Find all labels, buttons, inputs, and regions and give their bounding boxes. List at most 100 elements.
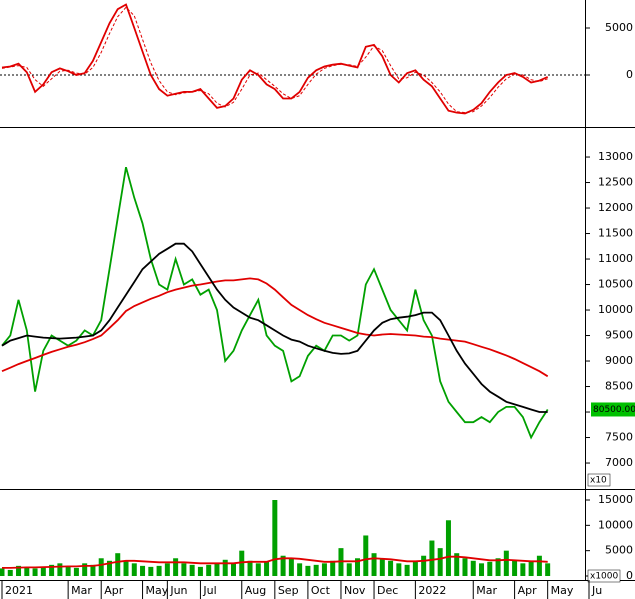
volume-bar bbox=[355, 558, 361, 576]
volume-bar bbox=[156, 565, 162, 576]
x-tick-label: Mar bbox=[71, 584, 92, 597]
volume-bar bbox=[7, 569, 13, 576]
volume-bar bbox=[321, 563, 327, 576]
volume-bar bbox=[429, 540, 435, 576]
volume-bar bbox=[247, 560, 253, 576]
last-price-label: 80500.00 bbox=[593, 405, 635, 415]
volume-bar bbox=[90, 564, 96, 576]
volume-bar bbox=[512, 560, 518, 576]
x-tick-label: May bbox=[551, 584, 574, 597]
volume-bar bbox=[305, 565, 311, 576]
volume-bar bbox=[189, 564, 195, 576]
volume-bar bbox=[346, 563, 352, 576]
y-tick-label: 9500 bbox=[605, 329, 633, 342]
x-tick-label: Apr bbox=[518, 584, 538, 597]
y-tick-label: 11000 bbox=[598, 252, 633, 265]
series-line bbox=[1, 242, 548, 413]
volume-bar bbox=[264, 561, 270, 576]
x-tick-label: 2021 bbox=[5, 584, 33, 597]
x-tick-label: Nov bbox=[344, 584, 366, 597]
volume-bar bbox=[230, 563, 236, 576]
volume-bar bbox=[479, 563, 485, 576]
y-tick-label: 5000 bbox=[605, 544, 633, 557]
y-tick-label: 13000 bbox=[598, 150, 633, 163]
volume-bar bbox=[280, 555, 286, 576]
scale-box bbox=[587, 473, 611, 487]
volume-bar bbox=[40, 566, 46, 576]
x-tick-label: Oct bbox=[311, 584, 331, 597]
volume-bar bbox=[24, 566, 30, 576]
volume-bar bbox=[73, 567, 79, 576]
y-tick-label: 7500 bbox=[605, 431, 633, 444]
volume-bar bbox=[495, 558, 501, 576]
volume-bar bbox=[239, 550, 245, 576]
y-tick-label: 8500 bbox=[605, 380, 633, 393]
y-tick-label: 10000 bbox=[598, 518, 633, 531]
series-line bbox=[2, 555, 548, 569]
volume-bar bbox=[65, 566, 71, 576]
volume-bar bbox=[520, 563, 526, 576]
volume-bar bbox=[536, 555, 542, 576]
y-tick-label: 0 bbox=[626, 68, 633, 81]
volume-bar bbox=[371, 553, 377, 576]
x-tick-label: Mar bbox=[476, 584, 497, 597]
volume-bar bbox=[545, 563, 551, 576]
x-tick-label: 2022 bbox=[418, 584, 446, 597]
volume-bar bbox=[214, 563, 220, 576]
scale-label: x1000 bbox=[590, 572, 619, 582]
y-tick-label: 7000 bbox=[605, 456, 633, 469]
volume-bar bbox=[106, 560, 112, 576]
y-tick-label: 15000 bbox=[598, 493, 633, 506]
volume-bar bbox=[379, 558, 385, 576]
x-tick-label: May bbox=[146, 584, 169, 597]
volume-bar bbox=[388, 560, 394, 576]
volume-bar bbox=[272, 500, 278, 576]
volume-bar bbox=[197, 566, 203, 576]
volume-bar bbox=[437, 548, 443, 576]
volume-bar bbox=[528, 560, 534, 576]
volume-bar bbox=[140, 565, 146, 576]
volume-bar bbox=[173, 558, 179, 576]
y-tick-label: 11500 bbox=[598, 227, 633, 240]
x-tick-label: Sep bbox=[278, 584, 299, 597]
volume-bar bbox=[404, 564, 410, 576]
last-price-box bbox=[591, 402, 635, 417]
volume-bar bbox=[421, 555, 427, 576]
volume-bar bbox=[503, 550, 509, 576]
volume-bar bbox=[445, 520, 451, 576]
series-line bbox=[1, 3, 549, 115]
volume-bar bbox=[396, 563, 402, 576]
volume-bar bbox=[123, 560, 129, 576]
volume-bar bbox=[255, 563, 261, 576]
y-tick-label: 10000 bbox=[598, 303, 633, 316]
y-tick-label: 0 bbox=[626, 569, 633, 582]
volume-bar bbox=[164, 563, 170, 576]
volume-bar bbox=[313, 564, 319, 576]
volume-bar bbox=[462, 558, 468, 576]
scale-label: x10 bbox=[590, 476, 607, 486]
y-tick-label: 9000 bbox=[605, 354, 633, 367]
y-tick-label: 10500 bbox=[598, 278, 633, 291]
volume-bar bbox=[222, 559, 228, 576]
x-tick-label: Aug bbox=[245, 584, 266, 597]
volume-bar bbox=[82, 563, 88, 576]
volume-bar bbox=[288, 558, 294, 576]
volume-bar bbox=[454, 553, 460, 576]
volume-bar bbox=[98, 558, 104, 576]
volume-bar bbox=[297, 563, 303, 576]
volume-bar bbox=[0, 568, 5, 576]
x-tick-label: Jun bbox=[169, 584, 187, 597]
y-tick-label: 5000 bbox=[605, 21, 633, 34]
volume-bar bbox=[148, 566, 154, 576]
x-tick-label: Dec bbox=[377, 584, 398, 597]
volume-bar bbox=[363, 535, 369, 576]
volume-bar bbox=[206, 564, 212, 576]
volume-bar bbox=[470, 560, 476, 576]
volume-bar bbox=[115, 553, 121, 576]
volume-bar bbox=[131, 563, 137, 576]
volume-bar bbox=[16, 565, 22, 576]
volume-bar bbox=[32, 568, 38, 576]
x-tick-label: Apr bbox=[104, 584, 124, 597]
